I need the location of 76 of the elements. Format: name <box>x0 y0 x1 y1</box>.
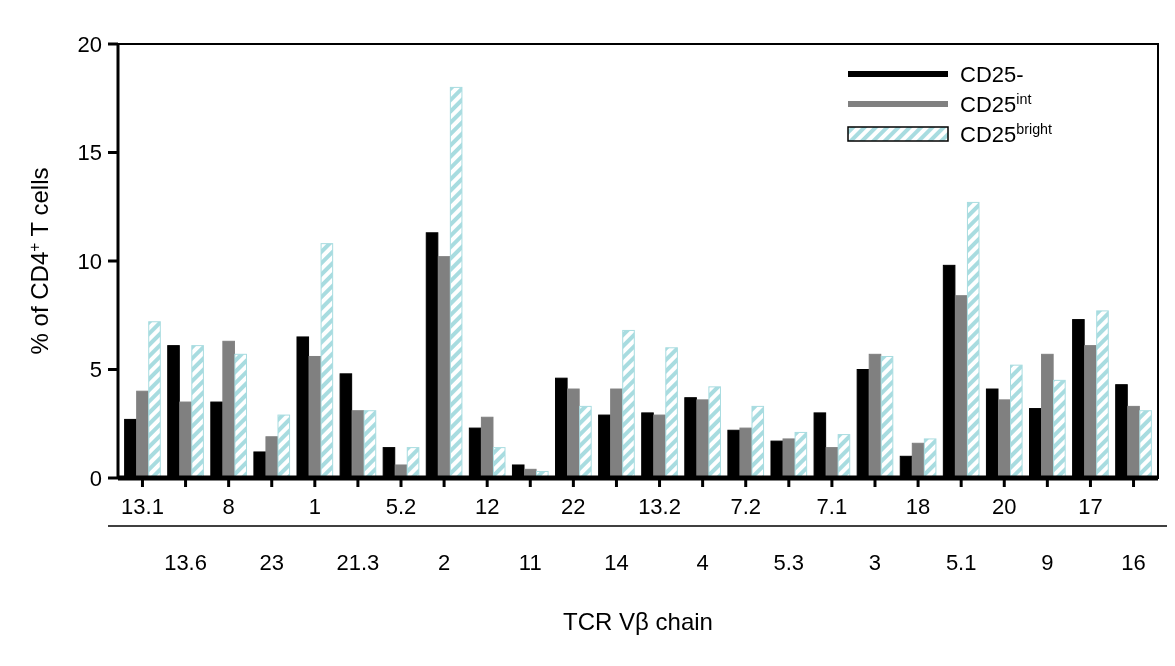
x-tick-label: 7.2 <box>730 494 762 519</box>
x-tick-label: 7.1 <box>816 494 848 519</box>
y-tick-label: 10 <box>77 248 102 274</box>
x-tick-label: 21.3 <box>336 550 380 575</box>
bar <box>320 243 334 479</box>
bar <box>1127 405 1140 479</box>
bar <box>148 321 161 479</box>
bar <box>363 410 377 479</box>
x-tick-label: 18 <box>905 494 931 519</box>
x-axis-title: TCR Vβ chain <box>563 608 713 635</box>
bar <box>579 405 592 479</box>
bar <box>234 353 247 479</box>
bar <box>696 399 709 479</box>
bar <box>1096 310 1109 479</box>
x-tick-label: 17 <box>1078 494 1103 519</box>
bar <box>449 86 463 479</box>
bar <box>665 347 678 479</box>
bar <box>954 295 968 479</box>
bar <box>351 410 365 479</box>
bar <box>782 438 796 479</box>
bar <box>567 388 580 479</box>
bar <box>1139 410 1152 479</box>
bar <box>837 434 851 479</box>
bar <box>179 401 192 479</box>
x-tick-label: 9 <box>1041 550 1054 575</box>
legend-label: CD25$^{int}$ <box>960 90 1032 117</box>
bar <box>480 416 494 479</box>
bar <box>653 414 666 479</box>
bar <box>1053 379 1066 479</box>
x-tick-label: 20 <box>992 494 1017 519</box>
bar <box>997 399 1011 479</box>
y-tick-label: 20 <box>77 31 102 57</box>
y-tick-label: 5 <box>89 357 102 383</box>
bar <box>265 436 279 479</box>
x-tick-label: 16 <box>1121 550 1146 575</box>
bar <box>136 390 149 479</box>
x-tick-label: 13.2 <box>638 494 681 519</box>
bar <box>1010 364 1023 479</box>
bar <box>191 345 204 479</box>
bar <box>277 414 291 479</box>
legend-label: CD25- <box>960 61 1024 87</box>
x-tick-label: 2 <box>437 550 451 575</box>
bar <box>308 355 322 479</box>
x-tick-label: 8 <box>222 494 235 519</box>
x-tick-label: 14 <box>604 550 629 575</box>
bar <box>492 447 506 479</box>
x-tick-label: 1 <box>308 494 321 519</box>
bar <box>1041 353 1054 479</box>
x-tick-label: 5.2 <box>385 494 417 519</box>
bar <box>708 386 721 479</box>
x-tick-label: 12 <box>474 494 500 519</box>
x-tick-label: 11 <box>518 550 542 575</box>
x-tick-label: 5.1 <box>945 550 977 575</box>
x-tick-label: 22 <box>561 494 586 519</box>
bar <box>868 353 882 479</box>
bar <box>794 431 808 479</box>
x-tick-label: 3 <box>868 550 882 575</box>
x-tick-label: 13.6 <box>164 550 207 575</box>
bar <box>825 447 839 479</box>
bar <box>923 438 937 479</box>
y-tick-label: 15 <box>77 140 102 166</box>
x-tick-label: 4 <box>696 550 709 575</box>
x-tick-label: 13.1 <box>121 494 164 519</box>
bar <box>966 201 980 479</box>
x-tick-label: 23 <box>259 550 284 575</box>
bar <box>1084 345 1097 479</box>
bar <box>622 329 635 479</box>
bar <box>437 256 451 479</box>
y-tick-label: 0 <box>89 465 102 491</box>
bar <box>880 355 894 479</box>
x-tick-label: 5.3 <box>773 550 805 575</box>
legend-label: CD25$^{bright}$ <box>960 120 1053 147</box>
bar <box>739 427 753 479</box>
bar <box>751 405 765 479</box>
bar <box>610 388 623 479</box>
bar <box>222 340 235 479</box>
